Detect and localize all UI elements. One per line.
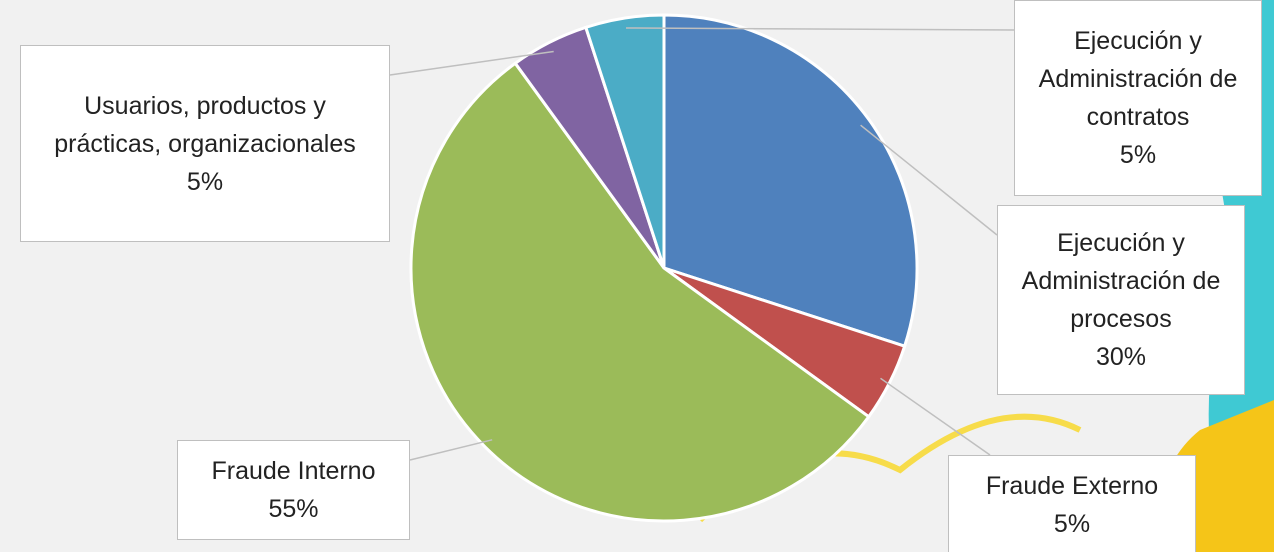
label-name: Fraude Externo xyxy=(986,467,1158,505)
label-name: Fraude Interno xyxy=(212,452,376,490)
label-name: Usuarios, productos y prácticas, organiz… xyxy=(31,87,379,163)
label-value: 30% xyxy=(1096,338,1146,376)
leader-line xyxy=(410,440,492,460)
data-label: Usuarios, productos y prácticas, organiz… xyxy=(20,45,390,242)
label-value: 55% xyxy=(268,490,318,528)
label-value: 5% xyxy=(1054,505,1090,543)
label-value: 5% xyxy=(187,163,223,201)
label-name: Ejecución y Administración de contratos xyxy=(1025,22,1251,136)
chart: Ejecución y Administración de procesos30… xyxy=(0,0,1274,552)
label-value: 5% xyxy=(1120,136,1156,174)
label-name: Ejecución y Administración de procesos xyxy=(1008,224,1234,338)
